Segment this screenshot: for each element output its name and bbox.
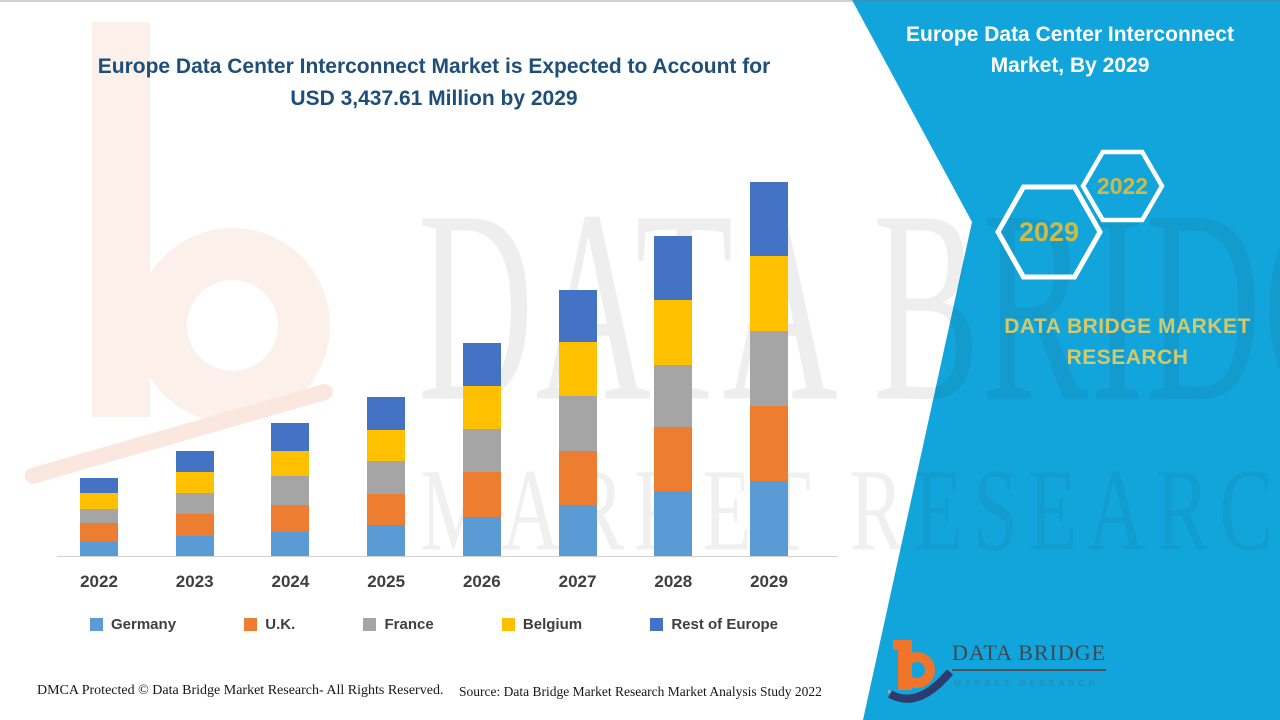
legend-item-u-k-: U.K. <box>244 616 295 633</box>
x-axis-label: 2024 <box>271 572 310 591</box>
legend-swatch <box>90 618 103 631</box>
databridge-logo-icon <box>888 640 954 703</box>
bar-segment-germany-2025 <box>367 525 406 556</box>
bar-segment-u-k--2022 <box>80 522 118 542</box>
bar-segment-rest-of-europe-2023 <box>175 451 214 473</box>
chart-title: Europe Data Center Interconnect Market i… <box>97 55 771 110</box>
x-axis-label: 2027 <box>558 572 597 591</box>
bar-segment-u-k--2029 <box>750 406 788 482</box>
bar-segment-belgium-2028 <box>654 300 693 366</box>
bar-segment-germany-2027 <box>558 504 597 556</box>
legend-swatch <box>501 618 515 631</box>
logo-navy-swoosh <box>888 669 954 703</box>
legend-swatch <box>244 618 258 631</box>
legend-label: U.K. <box>265 616 296 633</box>
hexagon-2022 <box>1080 149 1165 223</box>
legend-swatch <box>650 618 664 631</box>
hexagon-badges: 2029 2022 <box>995 149 1165 280</box>
bar-segment-belgium-2027 <box>558 342 597 396</box>
panel-title: Europe Data Center Interconnect Market, … <box>906 23 1234 77</box>
bar-segment-rest-of-europe-2022 <box>80 477 118 493</box>
x-axis-label: 2022 <box>80 572 118 591</box>
bar-segment-germany-2026 <box>462 517 501 556</box>
x-axis-label: 2028 <box>654 572 693 591</box>
bar-segment-germany-2022 <box>80 541 118 556</box>
hexagon-2022-label: 2022 <box>1097 173 1148 199</box>
bar-segment-france-2027 <box>558 395 597 451</box>
bar-segment-rest-of-europe-2026 <box>462 343 501 387</box>
top-border-line <box>0 0 1280 2</box>
bar-segment-belgium-2023 <box>175 472 214 494</box>
legend-item-france: France <box>363 616 434 633</box>
hexagon-2029-label: 2029 <box>1019 217 1079 247</box>
bar-segment-rest-of-europe-2028 <box>654 236 693 301</box>
bar-segment-france-2026 <box>462 429 501 473</box>
bar-segment-france-2023 <box>175 493 214 514</box>
x-axis-label: 2023 <box>175 572 214 591</box>
x-axis-label: 2025 <box>367 572 406 591</box>
logo-tagline: MARKET RESEARCH <box>954 678 1099 688</box>
bar-segment-germany-2029 <box>750 481 788 556</box>
legend-item-belgium: Belgium <box>501 616 583 633</box>
bar-segment-belgium-2026 <box>462 386 501 430</box>
bar-segment-u-k--2024 <box>271 504 310 532</box>
bar-segment-u-k--2023 <box>175 514 214 536</box>
bar-segment-france-2022 <box>80 508 118 523</box>
x-axis-label: 2029 <box>750 572 788 591</box>
legend-item-rest-of-europe: Rest of Europe <box>650 616 778 633</box>
bar-segment-germany-2028 <box>654 491 693 556</box>
bar-segment-france-2024 <box>271 475 310 505</box>
bar-segment-france-2025 <box>367 461 406 494</box>
hexagon-2029 <box>995 184 1103 280</box>
chart-legend: Germany U.K. France Belgium Rest of Europe <box>90 616 778 633</box>
logo-b-bowl <box>899 652 935 688</box>
bar-segment-u-k--2025 <box>367 493 406 525</box>
legend-label: Belgium <box>522 616 583 633</box>
bar-segment-u-k--2028 <box>654 427 693 492</box>
bar-segment-rest-of-europe-2024 <box>271 422 310 451</box>
legend-label: Rest of Europe <box>671 616 778 633</box>
bar-segment-belgium-2025 <box>367 430 406 462</box>
bar-segment-france-2029 <box>750 331 788 407</box>
bar-segment-rest-of-europe-2025 <box>367 397 406 431</box>
bar-segment-rest-of-europe-2027 <box>558 290 597 343</box>
legend-swatch <box>363 618 377 631</box>
x-axis-label: 2026 <box>462 572 501 591</box>
bar-segment-belgium-2022 <box>80 492 118 509</box>
bar-segment-germany-2023 <box>175 535 214 556</box>
legend-label: France <box>384 616 434 633</box>
bar-segment-belgium-2029 <box>750 256 788 332</box>
source-note: Source: Data Bridge Market Research Mark… <box>459 684 822 699</box>
dmca-notice: DMCA Protected © Data Bridge Market Rese… <box>37 683 444 698</box>
bar-segment-rest-of-europe-2029 <box>750 182 788 257</box>
brand-text: DATA BRIDGE MARKET RESEARCH <box>1004 315 1251 369</box>
bar-segment-u-k--2026 <box>462 472 501 518</box>
bar-segment-u-k--2027 <box>558 451 597 505</box>
bar-segment-germany-2024 <box>271 531 310 556</box>
legend-label: Germany <box>111 616 177 633</box>
x-axis-line <box>57 556 838 557</box>
legend-item-germany: Germany <box>90 616 176 633</box>
bar-segment-france-2028 <box>654 365 693 428</box>
logo-wordmark: DATA BRIDGE <box>952 640 1107 671</box>
bar-segment-belgium-2024 <box>271 450 310 476</box>
